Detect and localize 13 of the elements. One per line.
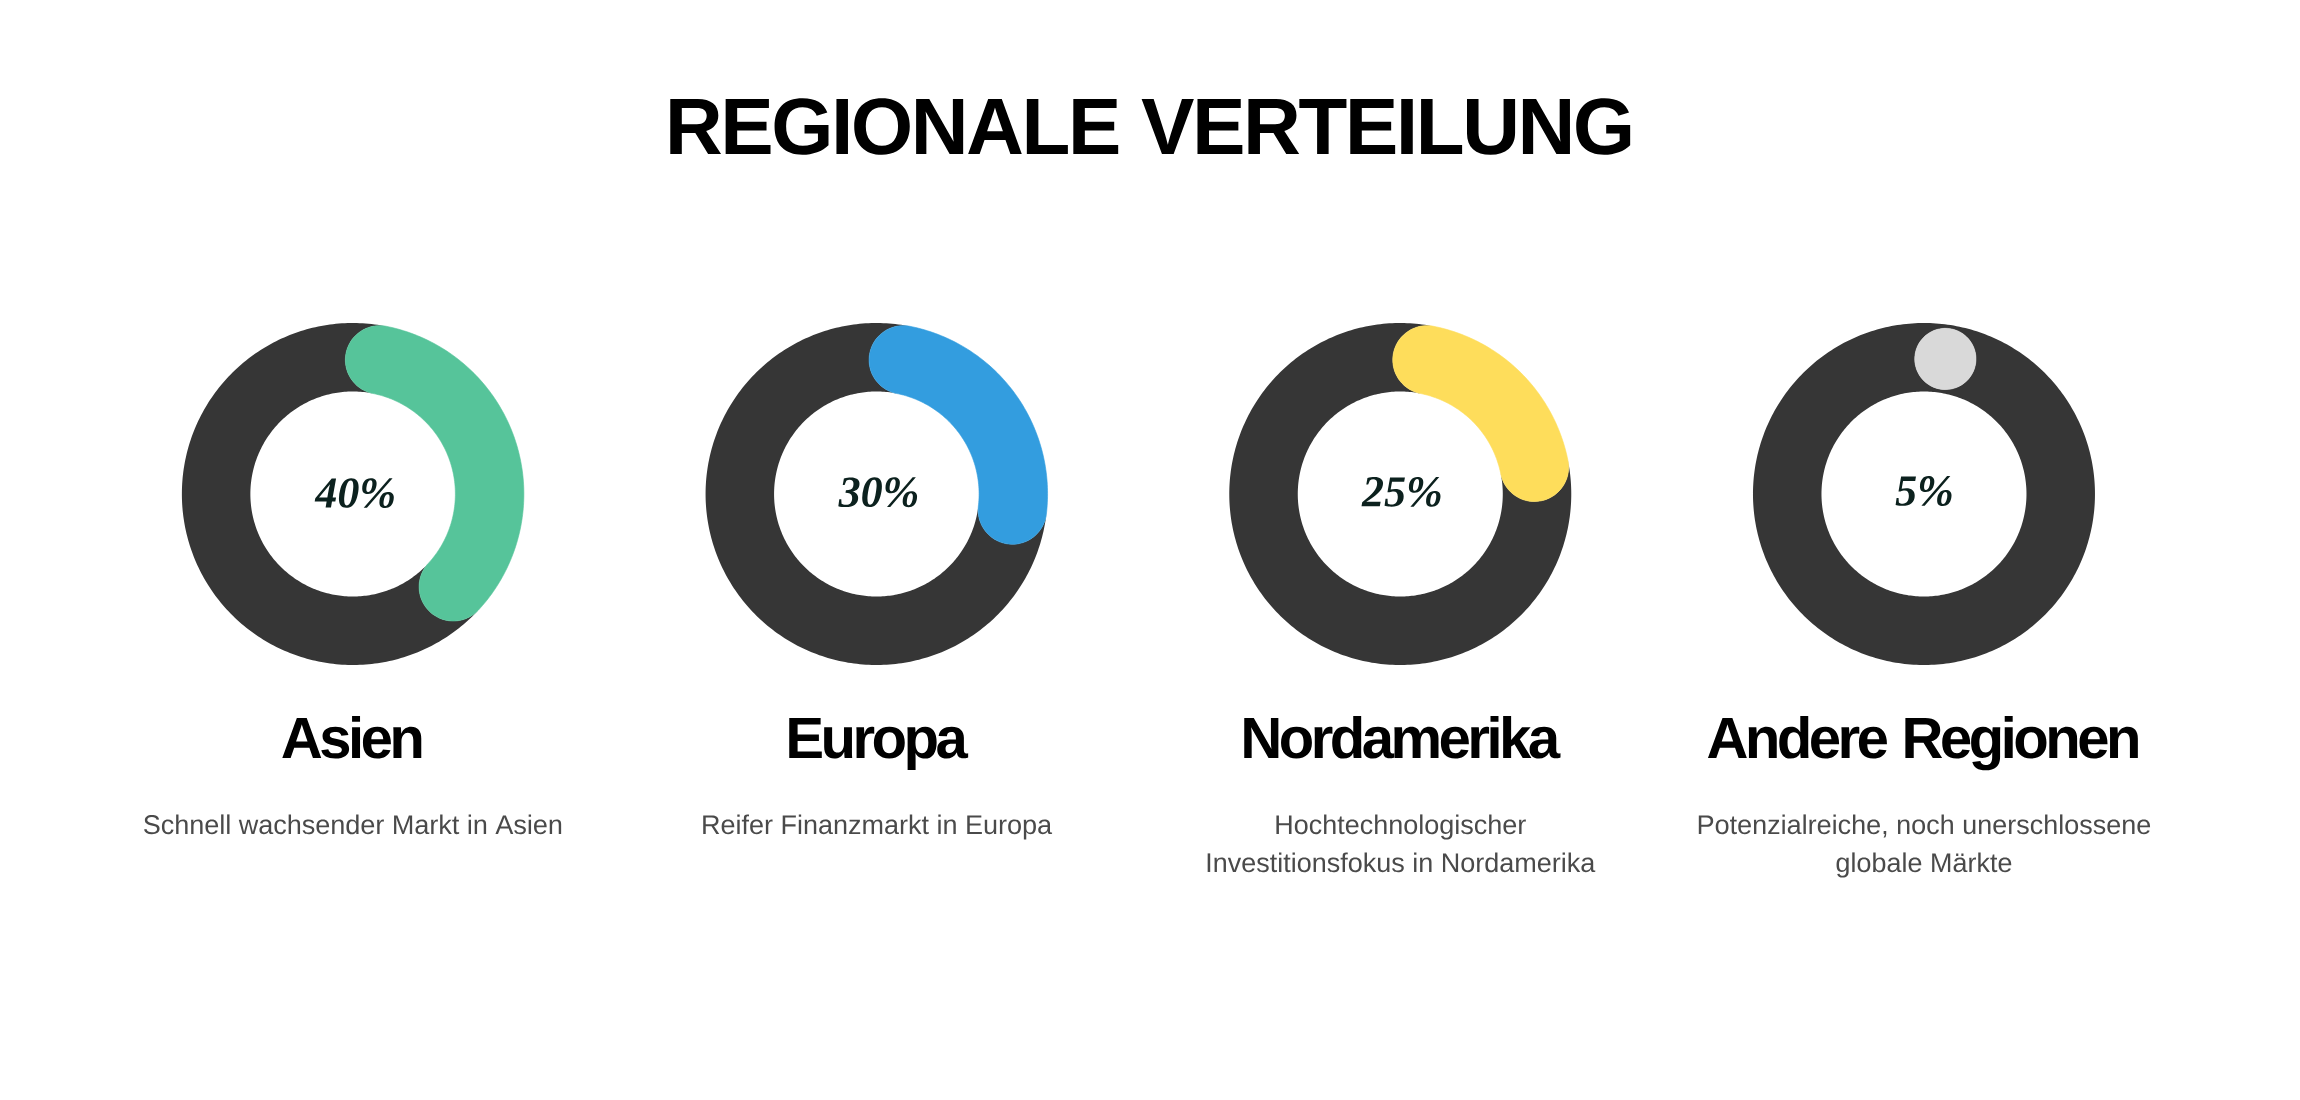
data-label: 25% [1361, 476, 1441, 507]
data-label: 30% [838, 477, 918, 508]
text: Andere Regionen [1707, 715, 2138, 771]
data-label: 5% [1895, 476, 1952, 506]
text: Schnell wachsender Markt in Asien [143, 814, 562, 835]
text: Asien [282, 715, 422, 759]
data-label: 40% [314, 478, 394, 508]
text: Potenzialreiche, noch unerschlossene globale Märkte [1698, 814, 2151, 878]
text: REGIONALE VERTEILUNG [670, 98, 1631, 155]
text: Nordamerika [1244, 715, 1561, 759]
text: Reifer Finanzmarkt in Europa [703, 814, 1053, 840]
text: Hochtechnologischer Investitionsfokus in Nordamerika [1207, 814, 1596, 873]
text: Europa [789, 718, 969, 771]
